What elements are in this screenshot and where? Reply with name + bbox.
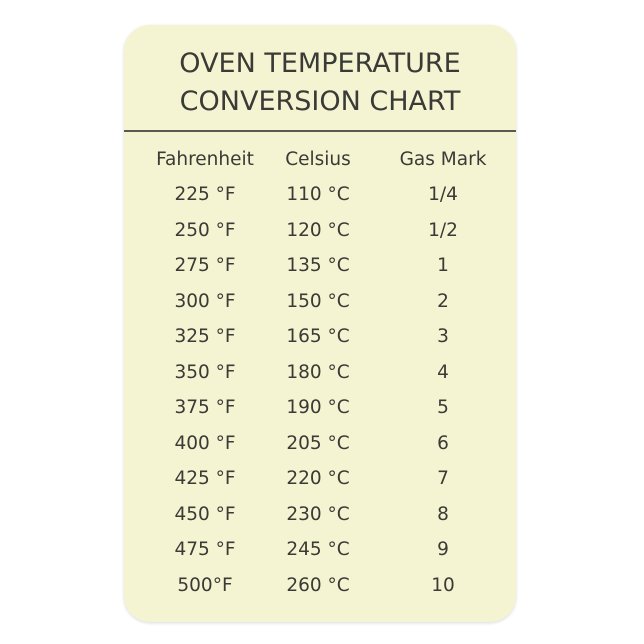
header-gas-mark: Gas Mark <box>399 149 487 170</box>
cell-celsius: 220 °C <box>286 468 350 489</box>
cell-celsius: 110 °C <box>286 184 350 205</box>
cell-gas-mark: 4 <box>437 361 449 383</box>
cell-gas-mark: 9 <box>437 539 449 560</box>
cell-gas-mark: 5 <box>437 397 449 418</box>
cell-gas-mark: 1/2 <box>428 219 458 241</box>
cell-gas-mark: 1 <box>437 255 449 276</box>
cell-gas-mark: 8 <box>437 503 449 525</box>
cell-celsius: 180 °C <box>286 361 350 383</box>
cell-gas-mark: 10 <box>431 574 455 596</box>
cell-fahrenheit: 450 °F <box>174 503 236 525</box>
cell-fahrenheit: 500°F <box>177 574 233 596</box>
cell-fahrenheit: 350 °F <box>174 361 236 383</box>
cell-celsius: 135 °C <box>286 255 350 276</box>
cell-celsius: 245 °C <box>286 539 350 560</box>
cell-fahrenheit: 275 °F <box>174 255 236 276</box>
cell-fahrenheit: 300 °F <box>174 290 236 312</box>
cell-fahrenheit: 250 °F <box>174 219 236 241</box>
cell-fahrenheit: 375 °F <box>174 397 236 418</box>
cell-celsius: 190 °C <box>286 397 350 418</box>
cell-fahrenheit: 325 °F <box>174 326 236 347</box>
cell-celsius: 205 °C <box>286 432 350 454</box>
cell-gas-mark: 7 <box>437 468 449 489</box>
divider <box>124 130 516 132</box>
title-line-2: CONVERSION CHART <box>179 86 461 117</box>
cell-gas-mark: 1/4 <box>428 184 458 205</box>
cell-celsius: 120 °C <box>286 219 350 241</box>
cell-fahrenheit: 225 °F <box>174 184 236 205</box>
cell-gas-mark: 2 <box>437 290 449 312</box>
cell-fahrenheit: 475 °F <box>174 539 236 560</box>
cell-gas-mark: 6 <box>437 432 449 454</box>
conversion-chart-card: OVEN TEMPERATURE CONVERSION CHART Fahren… <box>124 25 516 622</box>
cell-celsius: 150 °C <box>286 290 350 312</box>
cell-gas-mark: 3 <box>437 326 449 347</box>
cell-celsius: 260 °C <box>286 574 350 596</box>
header-fahrenheit: Fahrenheit <box>156 149 254 170</box>
cell-fahrenheit: 425 °F <box>174 468 236 489</box>
header-celsius: Celsius <box>285 149 351 170</box>
cell-celsius: 230 °C <box>286 503 350 525</box>
title-line-1: OVEN TEMPERATURE <box>179 48 461 79</box>
cell-celsius: 165 °C <box>286 326 350 347</box>
cell-fahrenheit: 400 °F <box>174 432 236 454</box>
